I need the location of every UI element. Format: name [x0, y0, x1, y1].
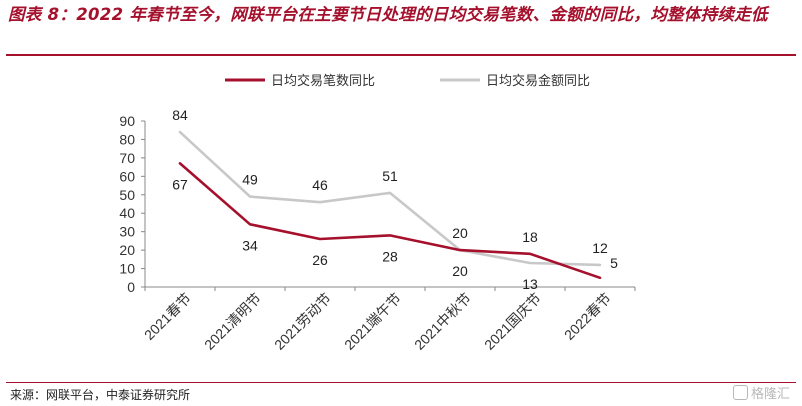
y-tick-label: 30: [119, 224, 135, 240]
x-tick-label: 2021中秋节: [411, 290, 474, 353]
y-tick-label: 60: [119, 168, 135, 184]
data-label: 20: [452, 263, 468, 279]
legend: 日均交易笔数同比 日均交易金额同比: [225, 73, 590, 88]
watermark: 格隆汇: [732, 383, 790, 402]
y-tick-label: 70: [119, 150, 135, 166]
y-tick-label: 40: [119, 205, 135, 221]
figure-title: 图表 8：2022 年春节至今，网联平台在主要节日处理的日均交易笔数、金额的同比…: [8, 5, 768, 24]
y-tick-label: 20: [119, 242, 135, 258]
watermark-text: 格隆汇: [750, 387, 790, 402]
data-label: 28: [382, 248, 398, 264]
line-chart: 日均交易笔数同比 日均交易金额同比 0 10 20 30 40 50 60 70 80 90 2021…: [119, 73, 636, 353]
x-tick-label: 2021端午节: [341, 290, 404, 353]
legend-label: 日均交易金额同比: [486, 73, 590, 88]
data-label: 18: [522, 229, 538, 245]
data-label: 20: [452, 225, 468, 241]
data-label: 13: [522, 276, 538, 292]
x-tick-label: 2021春节: [141, 290, 194, 343]
data-label: 51: [382, 168, 398, 184]
data-label: 5: [610, 255, 618, 271]
y-tick-label: 90: [119, 113, 135, 129]
data-label: 46: [312, 177, 328, 193]
y-tick-label: 80: [119, 131, 135, 147]
x-tick-label: 2021国庆节: [481, 290, 544, 353]
data-label: 26: [312, 252, 328, 268]
data-label: 84: [172, 107, 188, 123]
title-divider: [6, 54, 796, 56]
data-labels: 84 67 49 34 46 26 51 28 20 20 18 13 512: [172, 107, 618, 292]
data-label: 67: [172, 176, 188, 192]
y-tick-label: 10: [119, 261, 135, 277]
series-line: [178, 130, 602, 267]
source-divider: [6, 382, 796, 383]
series-line: [178, 162, 602, 280]
watermark-logo-icon: [732, 385, 748, 400]
x-tick-label: 2021清明节: [201, 290, 264, 353]
x-tick-label: 2022春节: [561, 290, 614, 343]
source-note: 来源：网联平台，中泰证券研究所: [10, 388, 191, 402]
y-tick-label: 50: [119, 187, 135, 203]
data-label: 49: [242, 172, 258, 188]
data-label: 34: [242, 237, 258, 253]
series-layer: [178, 130, 602, 280]
data-label: 12: [592, 240, 608, 256]
y-tick-label: 0: [127, 279, 135, 295]
x-tick-label: 2021劳动节: [271, 290, 334, 353]
legend-label: 日均交易笔数同比: [271, 73, 375, 88]
